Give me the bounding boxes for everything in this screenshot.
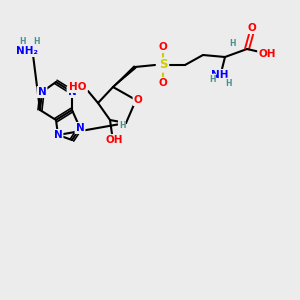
Text: H: H xyxy=(19,37,25,46)
Text: N: N xyxy=(76,123,84,133)
Text: H: H xyxy=(225,79,231,88)
Text: NH: NH xyxy=(211,70,229,80)
Polygon shape xyxy=(113,66,136,87)
Text: OH: OH xyxy=(105,135,123,145)
Text: OH: OH xyxy=(258,49,276,59)
Text: S: S xyxy=(159,58,167,71)
Text: H: H xyxy=(209,74,215,83)
Text: H: H xyxy=(230,38,236,47)
Text: N: N xyxy=(68,87,76,97)
Text: O: O xyxy=(134,95,142,105)
Text: O: O xyxy=(248,23,256,33)
Text: HO: HO xyxy=(69,82,87,92)
Text: O: O xyxy=(159,78,167,88)
Text: O: O xyxy=(159,42,167,52)
Text: H: H xyxy=(34,37,40,46)
Text: N: N xyxy=(54,130,62,140)
Text: NH₂: NH₂ xyxy=(16,46,38,56)
Text: H: H xyxy=(119,121,125,130)
Text: N: N xyxy=(38,87,46,97)
